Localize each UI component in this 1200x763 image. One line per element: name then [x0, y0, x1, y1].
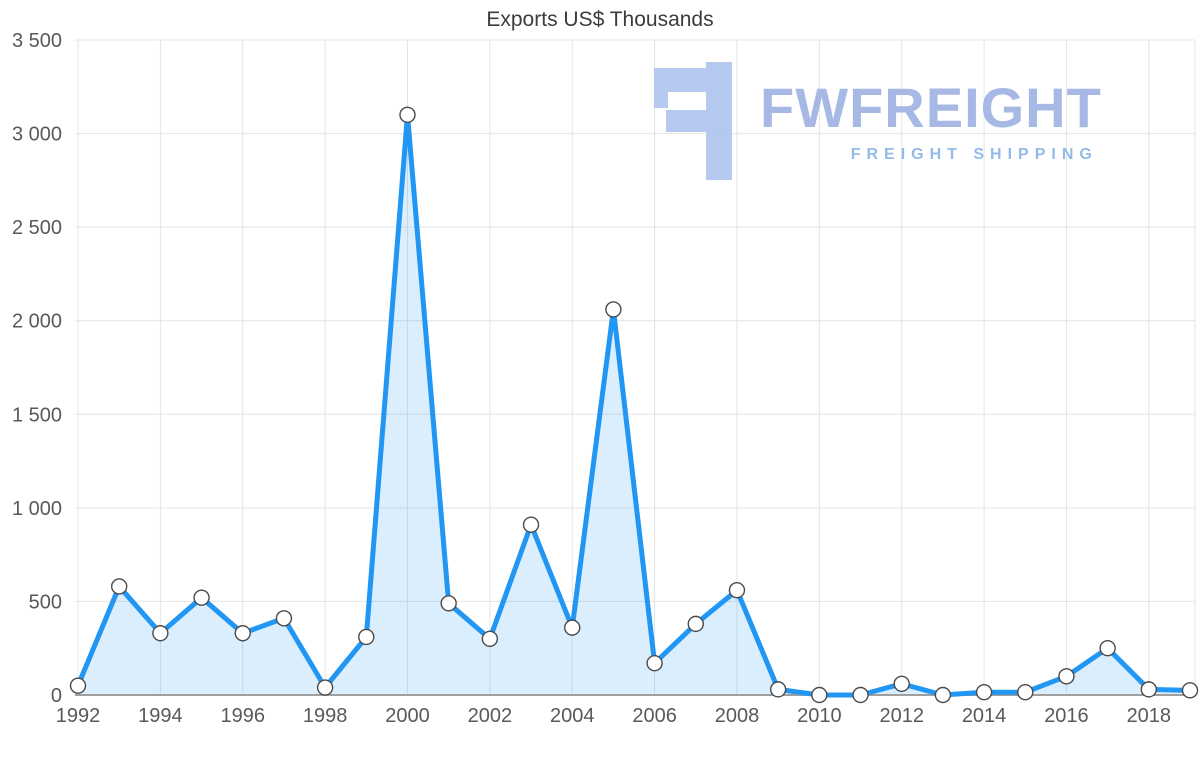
data-point-marker — [769, 681, 787, 698]
data-point-marker — [399, 106, 416, 124]
data-point-marker — [193, 589, 210, 606]
y-tick-label: 2 000 — [12, 311, 62, 333]
data-point-marker — [275, 610, 293, 627]
series-line — [75, 112, 1193, 698]
y-tick-label: 1 000 — [12, 498, 62, 520]
data-point-marker — [1140, 681, 1158, 698]
x-tick-label: 2012 — [879, 705, 924, 727]
data-point-marker — [1058, 668, 1075, 685]
y-tick-label: 2 500 — [12, 217, 62, 239]
chart-title: Exports US$ Thousands — [486, 8, 714, 31]
series-area-fill — [78, 114, 1190, 696]
data-point-marker — [934, 686, 952, 704]
data-point-marker — [564, 619, 581, 636]
data-point-marker — [728, 582, 746, 599]
x-tick-label: 1992 — [56, 705, 101, 727]
data-point-marker — [316, 679, 334, 696]
data-point-marker — [1181, 682, 1199, 699]
data-point-marker — [481, 630, 499, 648]
data-point-marker — [110, 578, 128, 595]
data-point-marker — [358, 628, 375, 646]
x-tick-label: 2004 — [550, 705, 595, 727]
x-tick-label: 2016 — [1044, 705, 1089, 727]
x-tick-label: 2002 — [468, 705, 513, 727]
x-tick-label: 2010 — [797, 705, 842, 727]
data-point-marker — [975, 683, 993, 701]
data-point-marker — [893, 675, 910, 692]
x-tick-label: 1996 — [220, 705, 265, 727]
data-point-marker — [440, 595, 457, 612]
data-point-marker — [1099, 640, 1116, 657]
data-point-marker — [646, 654, 663, 672]
x-tick-label: 2008 — [715, 705, 760, 727]
x-tick-label: 1994 — [138, 705, 183, 727]
data-point-marker — [522, 516, 540, 533]
data-point-marker — [69, 677, 87, 694]
x-tick-label: 2006 — [632, 705, 677, 727]
data-point-marker — [687, 615, 704, 633]
data-point-marker — [152, 625, 169, 642]
y-tick-label: 500 — [29, 591, 62, 613]
y-tick-label: 3 000 — [12, 124, 62, 146]
data-point-marker — [1017, 683, 1034, 701]
x-tick-label: 2018 — [1127, 705, 1172, 727]
data-point-marker — [234, 625, 251, 642]
data-point-marker — [811, 686, 828, 704]
x-tick-label: 2014 — [962, 705, 1007, 727]
data-point-marker — [852, 686, 869, 704]
y-tick-label: 3 500 — [12, 30, 62, 52]
x-tick-label: 2000 — [385, 705, 430, 727]
y-tick-label: 0 — [51, 685, 62, 707]
x-tick-label: 1998 — [303, 705, 348, 727]
data-point-marker — [605, 301, 622, 318]
y-tick-label: 1 500 — [12, 404, 62, 426]
